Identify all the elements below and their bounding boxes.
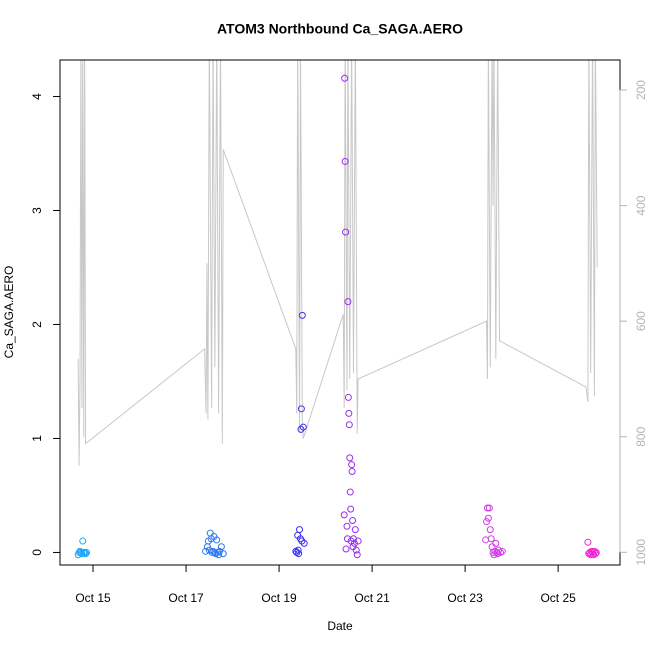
data-point <box>297 405 305 413</box>
y-tick-label: 2 <box>30 321 44 328</box>
data-point <box>487 535 495 543</box>
data-point <box>345 409 353 417</box>
data-point <box>219 550 227 558</box>
data-point <box>352 546 360 554</box>
data-point <box>346 454 354 462</box>
data-point <box>495 546 503 554</box>
data-point <box>206 529 214 537</box>
data-point <box>217 543 225 551</box>
data-point <box>592 548 600 556</box>
chart-title: ATOM3 Northbound Ca_SAGA.AERO <box>217 21 463 37</box>
data-point <box>349 517 357 525</box>
data-point <box>296 526 304 534</box>
data-point <box>216 547 224 555</box>
data-point <box>348 461 356 469</box>
y-tick-label: 0 <box>30 549 44 556</box>
data-point <box>294 546 302 554</box>
x-tick-label: Oct 19 <box>261 591 297 605</box>
data-point <box>202 547 210 555</box>
y2-tick-label: 600 <box>634 311 648 331</box>
data-point <box>347 505 355 513</box>
data-point <box>484 514 492 522</box>
data-point <box>351 526 359 534</box>
data-point <box>353 551 361 559</box>
plot-frame <box>59 59 621 566</box>
data-point <box>82 550 90 558</box>
y2-tick-label: 200 <box>634 80 648 100</box>
data-point <box>340 511 348 519</box>
data-point <box>354 537 362 545</box>
x-tick-label: Oct 23 <box>447 591 483 605</box>
x-tick-label: Oct 15 <box>75 591 111 605</box>
y2-tick-label: 400 <box>634 195 648 215</box>
data-point <box>83 548 91 556</box>
data-point <box>485 504 493 512</box>
data-point <box>591 550 599 558</box>
data-point <box>350 539 358 547</box>
data-point <box>298 311 306 319</box>
data-point <box>346 488 354 496</box>
data-point <box>81 548 89 556</box>
data-point <box>588 547 596 555</box>
data-point <box>342 228 350 236</box>
data-point <box>584 538 592 546</box>
y-tick-label: 4 <box>30 93 44 100</box>
data-point <box>341 74 349 82</box>
data-point <box>496 548 504 556</box>
x-tick-label: Oct 21 <box>354 591 390 605</box>
data-point <box>343 522 351 530</box>
x-tick-label: Oct 17 <box>168 591 204 605</box>
data-point <box>341 157 349 165</box>
x-axis-label: Date <box>327 619 353 633</box>
data-point <box>211 548 219 556</box>
data-point <box>492 539 500 547</box>
data-point <box>344 393 352 401</box>
data-point <box>483 518 491 526</box>
plot-area <box>74 60 600 559</box>
data-point <box>482 536 490 544</box>
data-point <box>498 547 506 555</box>
pressure-line <box>77 60 598 466</box>
data-point <box>79 537 87 545</box>
x-tick-label: Oct 25 <box>540 591 576 605</box>
data-point <box>483 504 491 512</box>
y-tick-label: 3 <box>30 207 44 214</box>
data-point <box>348 468 356 476</box>
data-point <box>297 425 305 433</box>
data-point <box>215 551 223 559</box>
y2-tick-label: 1000 <box>634 539 648 566</box>
data-point <box>486 526 494 534</box>
data-point <box>298 537 306 545</box>
data-point <box>299 423 307 431</box>
data-point <box>344 298 352 306</box>
data-point <box>300 539 308 547</box>
data-point <box>342 545 350 553</box>
y-tick-label: 1 <box>30 435 44 442</box>
data-point <box>345 421 353 429</box>
y-axis-label: Ca_SAGA.AERO <box>2 266 16 359</box>
y2-tick-label: 800 <box>634 426 648 446</box>
data-point <box>213 536 221 544</box>
data-point <box>295 550 303 558</box>
